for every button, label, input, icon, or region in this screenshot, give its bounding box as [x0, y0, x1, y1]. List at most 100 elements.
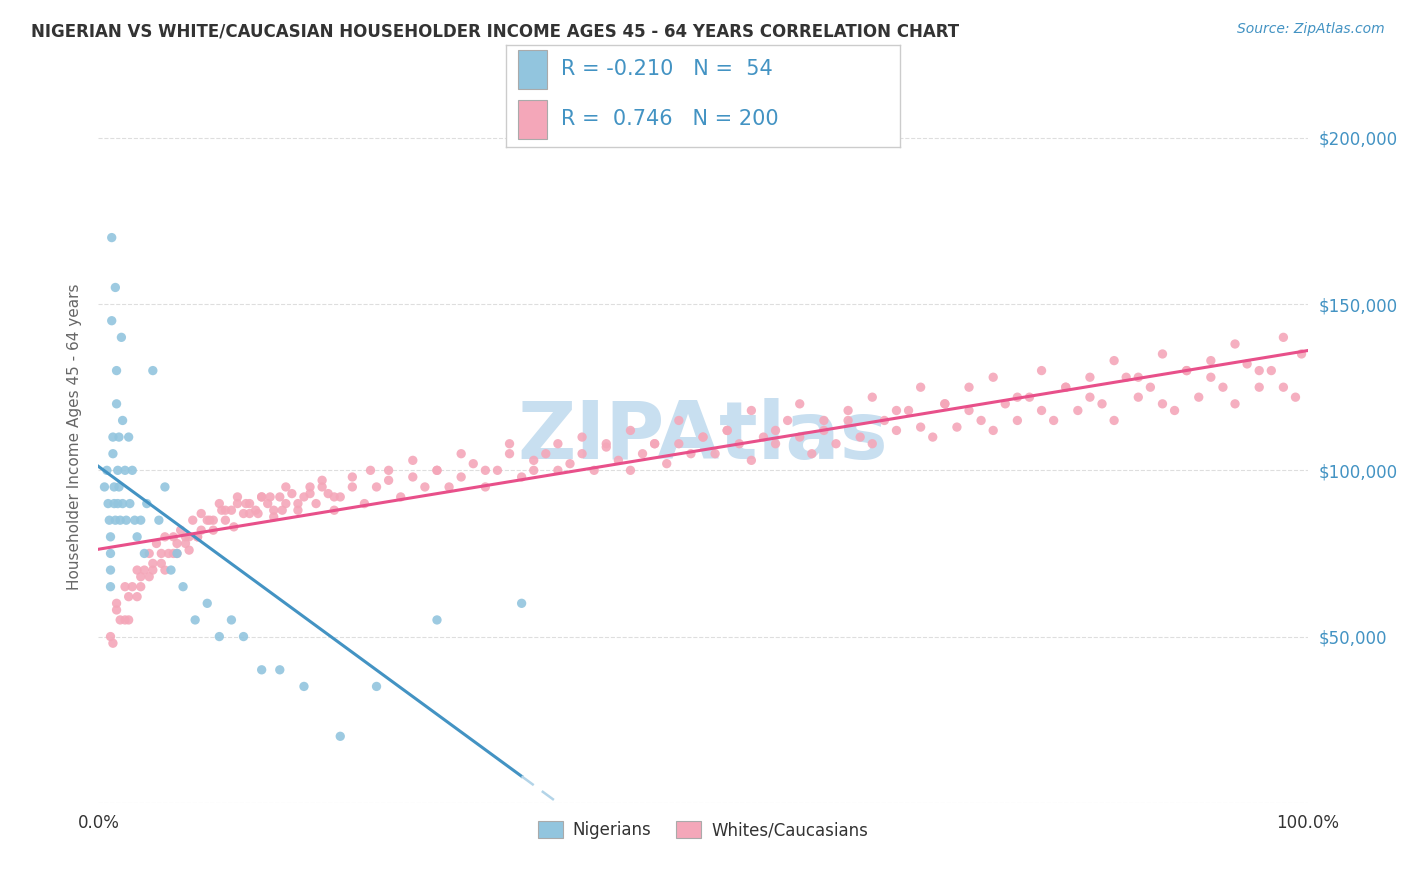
Point [1152, 347, 1174, 361]
Point [100, 530, 122, 544]
Point [239, 497, 262, 511]
Point [108, 430, 131, 444]
Point [655, 457, 678, 471]
Point [195, 513, 218, 527]
Point [190, 507, 212, 521]
Point [1139, 380, 1161, 394]
Point [129, 580, 152, 594]
Point [571, 447, 593, 461]
Point [1102, 413, 1125, 427]
Point [214, 503, 236, 517]
Point [1199, 370, 1222, 384]
Point [190, 523, 212, 537]
Point [366, 680, 388, 694]
Point [474, 463, 496, 477]
Point [299, 480, 322, 494]
Point [179, 530, 201, 544]
Point [1249, 380, 1271, 394]
Point [849, 430, 872, 444]
Point [226, 490, 249, 504]
Point [1260, 363, 1282, 377]
Point [181, 513, 204, 527]
Point [108, 613, 131, 627]
Point [211, 503, 233, 517]
Point [765, 424, 787, 438]
Point [316, 486, 339, 500]
Point [134, 546, 156, 560]
Point [342, 480, 364, 494]
Point [110, 330, 132, 344]
Point [250, 663, 273, 677]
Point [111, 413, 134, 427]
Point [105, 363, 128, 377]
Point [107, 497, 129, 511]
Point [402, 453, 425, 467]
Point [450, 447, 472, 461]
Point [740, 453, 762, 467]
Point [644, 436, 666, 450]
Point [486, 463, 509, 477]
Point [547, 463, 569, 477]
Point [765, 436, 787, 450]
Point [619, 463, 641, 477]
Point [101, 636, 124, 650]
Legend: Nigerians, Whites/Caucasians: Nigerians, Whites/Caucasians [531, 814, 875, 846]
Point [498, 436, 520, 450]
Point [235, 497, 257, 511]
Point [259, 490, 281, 504]
Point [263, 509, 285, 524]
Point [150, 546, 173, 560]
Point [256, 497, 278, 511]
Point [134, 563, 156, 577]
Point [105, 603, 128, 617]
Point [114, 463, 136, 477]
Point [970, 413, 993, 427]
Point [474, 480, 496, 494]
Point [716, 424, 738, 438]
Point [353, 497, 375, 511]
Point [1188, 390, 1211, 404]
Point [463, 457, 485, 471]
Point [124, 513, 146, 527]
Point [1042, 413, 1064, 427]
Point [523, 453, 546, 467]
Point [1175, 363, 1198, 377]
Point [934, 397, 956, 411]
Point [886, 424, 908, 438]
Point [1249, 363, 1271, 377]
Point [389, 490, 412, 504]
Point [127, 530, 149, 544]
Point [142, 563, 165, 577]
Point [437, 480, 460, 494]
Point [187, 530, 209, 544]
Point [118, 613, 141, 627]
Point [813, 424, 835, 438]
Point [100, 546, 122, 560]
Point [160, 563, 183, 577]
Point [1223, 397, 1246, 411]
Point [360, 463, 382, 477]
Point [825, 436, 848, 450]
Point [138, 546, 160, 560]
Point [450, 470, 472, 484]
Point [127, 563, 149, 577]
Point [162, 530, 184, 544]
Point [214, 513, 236, 527]
Point [921, 430, 943, 444]
Text: Source: ZipAtlas.com: Source: ZipAtlas.com [1237, 22, 1385, 37]
Point [166, 536, 188, 550]
Point [172, 580, 194, 594]
Point [1284, 390, 1306, 404]
Point [311, 473, 333, 487]
Point [299, 486, 322, 500]
Point [523, 463, 546, 477]
Point [292, 680, 315, 694]
Point [1007, 390, 1029, 404]
Point [118, 497, 141, 511]
Point [98, 513, 121, 527]
Point [789, 430, 811, 444]
Point [946, 420, 969, 434]
Point [269, 490, 291, 504]
Point [245, 503, 267, 517]
Point [174, 530, 197, 544]
